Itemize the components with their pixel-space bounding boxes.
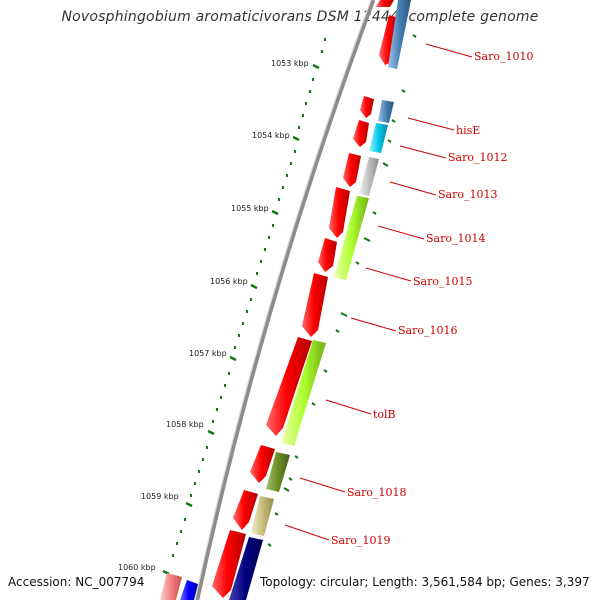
category-block	[334, 196, 369, 280]
category-block	[388, 0, 411, 69]
cds-arrow	[343, 153, 361, 187]
gene-label-saro-1010: Saro_1010	[474, 50, 533, 63]
category-block	[229, 537, 263, 600]
gene-label-saro-1012: Saro_1012	[448, 151, 507, 164]
cds-arrow	[360, 96, 374, 118]
category-track	[229, 0, 411, 600]
ruler-label-1054: 1054 kbp	[252, 131, 290, 140]
category-block	[251, 496, 274, 536]
cds-arrow	[266, 337, 312, 436]
cds-arrow	[353, 120, 369, 147]
gene-label-saro-1019: Saro_1019	[331, 534, 390, 547]
label-leaders	[284, 43, 473, 541]
cds-arrow	[180, 580, 198, 600]
cds-arrow	[250, 445, 275, 483]
category-block	[281, 340, 326, 446]
genome-backbone-highlight	[194, 0, 372, 600]
map-title: Novosphingobium aromaticivorans DSM 1244…	[61, 9, 539, 25]
ruler-label-1060: 1060 kbp	[118, 563, 156, 572]
genome-backbone	[194, 0, 376, 600]
cds-arrow	[302, 273, 328, 337]
ruler-label-1056: 1056 kbp	[210, 277, 248, 286]
ruler-label-1057: 1057 kbp	[189, 349, 227, 358]
category-block	[266, 452, 290, 492]
cds-arrow	[318, 238, 337, 272]
gene-label-saro-1018: Saro_1018	[347, 486, 406, 499]
ruler-label-1058: 1058 kbp	[166, 420, 204, 429]
gene-label-saro-1013: Saro_1013	[438, 188, 497, 201]
ruler-track	[172, 38, 326, 557]
cds-arrow	[329, 187, 350, 238]
cds-arrow	[376, 0, 394, 7]
gene-label-saro-1016: Saro_1016	[398, 324, 457, 337]
ruler-label-1055: 1055 kbp	[231, 204, 269, 213]
topology-text: Topology: circular; Length: 3,561,584 bp…	[260, 575, 590, 589]
gene-label-hise: hisE	[456, 124, 480, 137]
feature-markers	[267, 34, 417, 547]
cds-track	[160, 0, 399, 600]
gene-label-saro-1014: Saro_1014	[426, 232, 485, 245]
gene-label-saro-1015: Saro_1015	[413, 275, 472, 288]
ruler-label-1059: 1059 kbp	[141, 492, 179, 501]
category-block	[378, 100, 394, 123]
cds-arrow	[160, 573, 182, 600]
category-block	[359, 157, 379, 196]
cds-arrow	[212, 530, 246, 598]
cds-arrow	[233, 490, 258, 530]
accession-text: Accession: NC_007794	[8, 575, 145, 589]
ruler-label-1053: 1053 kbp	[271, 59, 309, 68]
gene-label-tolb: tolB	[373, 408, 396, 421]
category-block	[369, 123, 388, 153]
